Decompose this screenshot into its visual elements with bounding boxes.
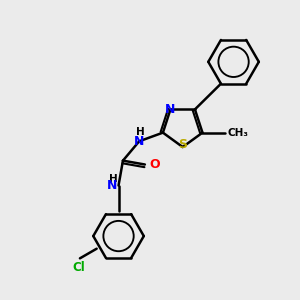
Text: N: N — [106, 179, 117, 192]
Text: Cl: Cl — [72, 261, 85, 274]
Text: N: N — [165, 103, 176, 116]
Text: CH₃: CH₃ — [227, 128, 248, 138]
Text: H: H — [109, 174, 118, 184]
Text: O: O — [149, 158, 160, 171]
Text: S: S — [178, 138, 187, 151]
Text: N: N — [134, 135, 144, 148]
Text: H: H — [136, 127, 145, 137]
